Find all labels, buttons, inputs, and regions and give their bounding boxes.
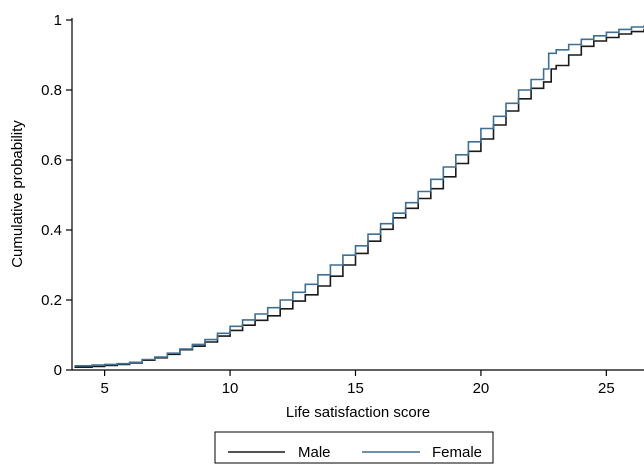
series-line-female <box>74 25 644 367</box>
x-tick-label: 5 <box>100 380 108 397</box>
x-tick-label: 10 <box>222 380 239 397</box>
y-tick-label: 0.2 <box>41 292 62 309</box>
x-tick-label: 25 <box>598 380 615 397</box>
legend-box <box>214 431 494 464</box>
y-tick-label: 1 <box>54 12 62 29</box>
y-tick-label: 0.8 <box>41 82 62 99</box>
y-tick-label: 0 <box>54 362 62 379</box>
x-tick-label: 20 <box>473 380 490 397</box>
x-tick-label: 15 <box>347 380 364 397</box>
x-axis-title: Life satisfaction score <box>286 404 430 421</box>
legend-label-female: Female <box>432 444 482 461</box>
series-line-male <box>74 28 644 368</box>
legend: Male Female <box>214 431 494 464</box>
series-layer <box>74 25 644 368</box>
y-axis-title: Cumulative probability <box>9 120 26 268</box>
y-tick-label: 0.6 <box>41 152 62 169</box>
legend-label-male: Male <box>298 444 331 461</box>
x-axis-ticks: 5 10 15 20 25 <box>100 370 615 397</box>
y-axis-ticks: 0 0.2 0.4 0.6 0.8 1 <box>41 12 72 379</box>
y-tick-label: 0.4 <box>41 222 62 239</box>
